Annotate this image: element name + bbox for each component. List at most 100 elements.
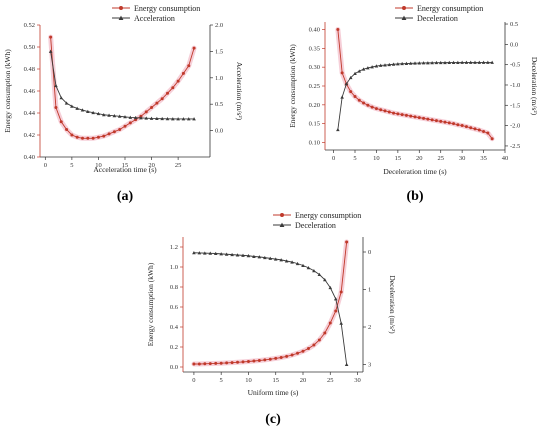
data-point xyxy=(252,254,256,258)
data-point xyxy=(426,61,430,65)
data-point xyxy=(468,60,473,64)
data-point xyxy=(252,359,256,363)
data-point xyxy=(357,98,361,102)
data-point xyxy=(339,290,343,294)
y-tick-label-right: 0.0 xyxy=(510,41,518,48)
data-point xyxy=(374,107,378,111)
data-point xyxy=(439,119,443,123)
panel-label: (b) xyxy=(406,189,423,204)
data-point xyxy=(477,128,481,132)
data-point xyxy=(301,263,305,267)
y-tick-label-left: 0.6 xyxy=(170,304,179,311)
data-point xyxy=(323,331,327,335)
x-tick-label: 15 xyxy=(122,162,129,169)
data-point xyxy=(123,115,127,119)
data-point xyxy=(413,61,417,65)
data-point xyxy=(118,128,122,131)
data-point xyxy=(345,240,349,244)
legend-swatch-marker xyxy=(402,6,406,10)
data-point xyxy=(490,60,494,64)
data-point xyxy=(219,361,223,365)
data-point xyxy=(107,113,111,117)
data-point xyxy=(391,62,396,66)
y-axis-label-left: Energy consumption (kWh) xyxy=(146,262,155,346)
legend-swatch-marker xyxy=(118,15,124,20)
data-point xyxy=(246,360,250,363)
data-point xyxy=(366,66,370,70)
x-tick-label: 0 xyxy=(192,377,195,384)
data-point xyxy=(378,63,383,67)
data-point xyxy=(348,75,353,80)
x-tick-label: 10 xyxy=(245,377,252,384)
data-point xyxy=(181,71,185,75)
data-point xyxy=(430,118,434,122)
data-point xyxy=(150,106,154,109)
data-point xyxy=(203,251,207,255)
data-point xyxy=(387,110,391,114)
y-tick-label-left: 0.15 xyxy=(309,121,320,128)
y-tick-label-right: 1.0 xyxy=(215,75,223,82)
data-point xyxy=(86,109,90,114)
data-point xyxy=(387,62,392,67)
data-point xyxy=(290,260,294,264)
data-point xyxy=(160,116,164,121)
data-point xyxy=(301,349,305,353)
data-point xyxy=(102,134,106,138)
data-point xyxy=(421,61,426,65)
y-axis-label-right: Deceleration (m/s²) xyxy=(530,57,539,116)
data-point xyxy=(214,361,218,365)
data-point xyxy=(165,116,170,121)
data-point xyxy=(430,60,434,65)
legend-label: Deceleration xyxy=(417,14,458,23)
data-point xyxy=(417,116,421,120)
y-tick-label-left: 0.8 xyxy=(170,284,178,291)
data-point xyxy=(213,251,218,255)
data-point xyxy=(112,130,116,134)
y-tick-label-left: 0.2 xyxy=(170,344,178,351)
x-tick-label: 5 xyxy=(353,155,356,162)
data-point xyxy=(107,132,111,136)
y-tick-label-left: 0.44 xyxy=(24,110,36,117)
data-point xyxy=(366,103,370,107)
data-point xyxy=(400,113,404,117)
legend-label: Acceleration xyxy=(134,14,175,23)
y-tick-label-left: 0.52 xyxy=(24,22,35,29)
data-point xyxy=(59,96,64,100)
data-point xyxy=(236,360,240,364)
data-point xyxy=(91,136,95,140)
data-point xyxy=(257,359,261,362)
y-tick-label-right: 3 xyxy=(368,362,371,369)
data-point xyxy=(344,362,349,366)
data-point xyxy=(123,124,127,128)
y-tick-label-left: 0.0 xyxy=(170,364,178,371)
data-point xyxy=(490,137,494,141)
data-point xyxy=(225,361,229,365)
data-point xyxy=(422,116,426,120)
data-point xyxy=(473,127,477,131)
data-point xyxy=(75,106,79,110)
legend-label: Energy consumption xyxy=(417,4,483,13)
panel-label: (a) xyxy=(117,189,134,204)
data-point xyxy=(344,81,349,86)
x-tick-label: 15 xyxy=(395,155,402,162)
y-tick-label-left: 1.2 xyxy=(170,244,178,251)
data-point xyxy=(48,49,53,53)
x-tick-label: 20 xyxy=(416,155,423,162)
data-point xyxy=(353,95,357,99)
data-point xyxy=(192,362,196,366)
data-point xyxy=(451,60,456,64)
data-point xyxy=(80,108,85,112)
data-point xyxy=(241,360,245,364)
data-point xyxy=(312,343,316,347)
data-point xyxy=(285,354,289,358)
data-point xyxy=(128,121,132,125)
data-point xyxy=(96,111,101,116)
data-point xyxy=(336,28,340,32)
data-point xyxy=(460,60,464,64)
y-tick-label-left: 0.48 xyxy=(24,66,35,73)
data-point xyxy=(482,130,486,134)
data-point xyxy=(257,255,262,259)
data-point xyxy=(383,109,387,113)
y-tick-label-left: 0.4 xyxy=(170,324,179,331)
